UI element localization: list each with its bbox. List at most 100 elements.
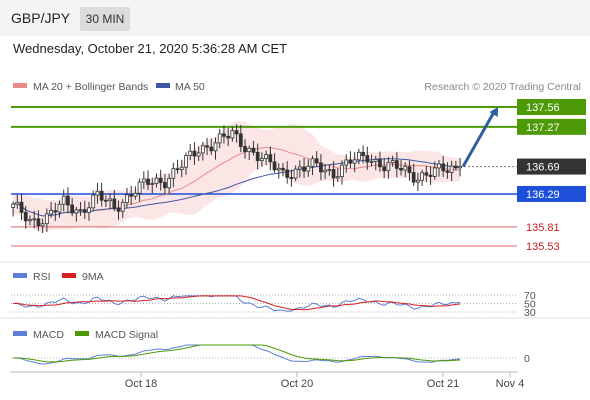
candle xyxy=(319,154,323,181)
candle-body xyxy=(61,195,66,205)
candle xyxy=(331,161,336,187)
candle-body xyxy=(15,201,20,205)
candle xyxy=(200,141,205,161)
candle xyxy=(11,201,15,217)
rsi-tick-30: 30 xyxy=(524,307,536,319)
forecast-arrow xyxy=(461,107,499,168)
candle-body xyxy=(352,159,357,164)
candle xyxy=(103,195,108,207)
candle-body xyxy=(158,177,163,183)
price-tag-136.69-bg xyxy=(517,158,586,175)
candle xyxy=(243,139,247,159)
candle xyxy=(188,144,193,161)
candle-body xyxy=(255,151,260,162)
candle-body xyxy=(11,203,15,208)
credit-label: Research © 2020 Trading Central xyxy=(424,81,581,93)
candle xyxy=(255,143,260,170)
candle xyxy=(91,190,96,211)
candle-body xyxy=(449,165,454,173)
rsi-legend-label: RSI xyxy=(33,271,51,283)
candle xyxy=(386,157,391,179)
candle-body xyxy=(331,169,336,179)
candle-body xyxy=(108,198,112,202)
candle xyxy=(141,171,146,190)
candle xyxy=(28,215,32,226)
candle-body xyxy=(378,158,382,168)
candle xyxy=(382,158,387,179)
ma20-legend-swatch xyxy=(13,83,27,88)
candle xyxy=(352,152,357,173)
candle-body xyxy=(40,223,45,227)
candle-body xyxy=(78,209,83,211)
candle xyxy=(323,164,328,180)
candle xyxy=(23,206,28,229)
symbol-label: GBP/JPY xyxy=(11,10,71,26)
candle xyxy=(120,199,125,219)
candle xyxy=(344,154,349,173)
ma50-legend-label: MA 50 xyxy=(175,81,205,93)
candle xyxy=(133,186,138,200)
candle xyxy=(264,150,268,166)
candle-body xyxy=(146,178,150,185)
candle xyxy=(458,157,462,177)
candle-body xyxy=(23,212,28,222)
candle xyxy=(276,163,281,179)
chart-header: GBP/JPY 30 MIN xyxy=(0,0,590,36)
candle xyxy=(137,178,142,202)
candle-body xyxy=(276,167,281,171)
candle-body xyxy=(192,150,197,157)
candle xyxy=(44,208,49,232)
candle-body xyxy=(171,168,176,179)
macd-tick-0: 0 xyxy=(524,353,530,365)
candle xyxy=(226,128,231,147)
candle-body xyxy=(310,158,315,167)
x-tick-label: Oct 21 xyxy=(427,378,459,390)
candle-body xyxy=(213,142,218,152)
candle-body xyxy=(323,169,328,173)
candle-body xyxy=(428,174,433,177)
candle-body xyxy=(432,167,437,177)
candle xyxy=(129,185,134,205)
price-tag-136.29-bg xyxy=(517,185,586,202)
candle-body xyxy=(28,219,32,222)
candle-body xyxy=(137,181,142,194)
candle xyxy=(268,146,273,171)
candle-body xyxy=(141,178,146,183)
candle xyxy=(424,165,429,183)
bollinger-band-area xyxy=(13,120,461,233)
candle xyxy=(196,146,201,161)
candle xyxy=(394,152,399,178)
ma50-legend-swatch xyxy=(156,83,170,88)
candle xyxy=(167,173,172,193)
candle xyxy=(217,128,222,149)
candle xyxy=(154,173,159,188)
price-tag-137.56: 137.56 xyxy=(526,102,560,114)
candle xyxy=(95,182,100,204)
candle xyxy=(428,166,433,185)
candle xyxy=(78,202,83,216)
candle xyxy=(369,154,374,167)
candle xyxy=(40,218,45,234)
price-tag-135.81: 135.81 xyxy=(526,222,560,234)
macd-panel: 0 xyxy=(11,344,530,365)
rsi-ma-legend-swatch xyxy=(62,273,76,278)
candle xyxy=(361,145,365,164)
rsi-legend-swatch xyxy=(13,273,27,278)
candle-body xyxy=(53,210,58,213)
candle-body xyxy=(264,154,268,159)
price-tag-137.56-bg xyxy=(517,99,586,115)
forecast-arrow-head xyxy=(489,107,499,117)
candle xyxy=(453,160,458,171)
candle-body xyxy=(222,133,226,137)
candle-body xyxy=(416,179,420,183)
timeframe-button[interactable]: 30 MIN xyxy=(80,7,130,31)
candle xyxy=(340,160,344,185)
candle xyxy=(281,162,285,177)
candle xyxy=(272,153,277,173)
candle-body xyxy=(394,160,399,169)
candle-body xyxy=(297,166,302,170)
candle-body xyxy=(281,167,285,171)
candle-body xyxy=(200,145,205,154)
candle xyxy=(213,137,218,160)
